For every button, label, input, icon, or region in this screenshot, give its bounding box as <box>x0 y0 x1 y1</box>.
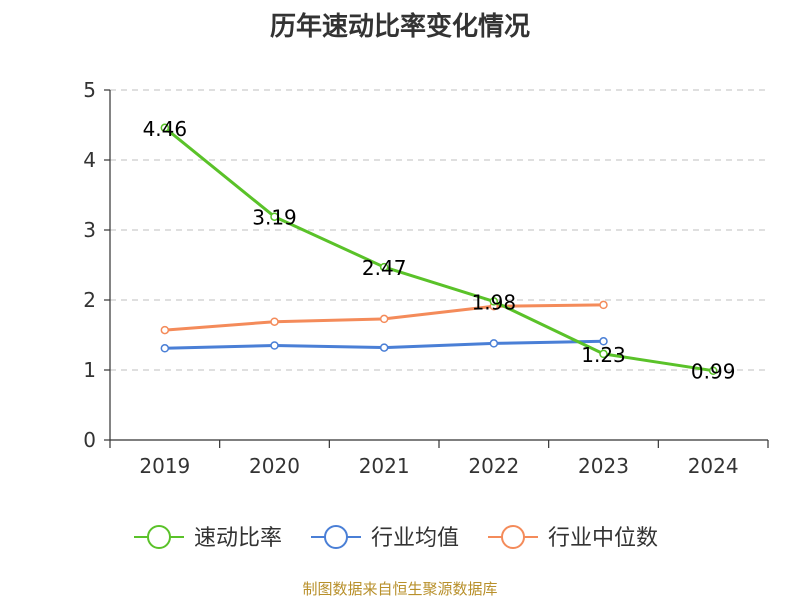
data-point <box>379 343 389 352</box>
x-tick-label: 2022 <box>468 454 519 478</box>
data-label: 2.47 <box>362 256 407 280</box>
data-label: 4.46 <box>143 117 188 141</box>
chart-title: 历年速动比率变化情况 <box>269 12 530 42</box>
x-tick-label: 2021 <box>359 454 410 478</box>
data-label: 3.19 <box>252 206 297 230</box>
data-point <box>270 212 279 221</box>
data-point <box>270 317 279 326</box>
data-point <box>160 344 170 353</box>
data-label: 1.98 <box>472 290 517 314</box>
y-tick-label: 5 <box>83 78 96 102</box>
y-tick-label: 1 <box>83 358 96 382</box>
legend-item[interactable]: 行业中位数 <box>488 525 658 551</box>
data-label: 0.99 <box>691 360 736 384</box>
data-point <box>599 337 608 346</box>
legend-marker <box>501 525 525 549</box>
axes: 0 1 2 3 4 5 2019 2020 2021 2022 2023 2024 <box>83 78 769 478</box>
legend: 速动比率 行业均值 行业中位数 <box>134 525 658 551</box>
data-point <box>599 349 608 359</box>
x-tick-label: 2019 <box>139 454 190 478</box>
data-point <box>379 314 389 324</box>
x-tick-label: 2023 <box>578 454 629 478</box>
data-point <box>708 366 718 375</box>
data-point <box>270 341 279 350</box>
y-tick-label: 3 <box>83 218 96 242</box>
legend-marker <box>147 525 171 549</box>
y-tick-label: 0 <box>83 428 96 452</box>
data-point <box>160 123 170 133</box>
y-tick-label: 2 <box>83 288 96 312</box>
data-point <box>489 297 499 306</box>
legend-item[interactable]: 行业均值 <box>311 525 459 551</box>
series-layer <box>160 123 718 375</box>
y-tick-label: 4 <box>83 148 96 172</box>
series-line-0 <box>163 126 714 373</box>
legend-label: 行业中位数 <box>548 526 658 551</box>
legend-label: 行业均值 <box>371 526 459 551</box>
x-tick-label: 2024 <box>688 454 739 478</box>
legend-label: 速动比率 <box>194 526 282 551</box>
source-note: 制图数据来自恒生聚源数据库 <box>302 580 498 598</box>
legend-item[interactable]: 速动比率 <box>134 525 282 551</box>
x-tick-label: 2020 <box>249 454 300 478</box>
data-labels: 4.46 3.19 2.47 1.98 1.23 0.99 <box>143 117 736 384</box>
legend-marker <box>324 525 348 549</box>
data-point <box>489 339 499 348</box>
data-point <box>599 300 608 310</box>
data-point <box>379 262 389 272</box>
data-label: 1.23 <box>581 343 626 367</box>
data-point <box>160 325 170 335</box>
